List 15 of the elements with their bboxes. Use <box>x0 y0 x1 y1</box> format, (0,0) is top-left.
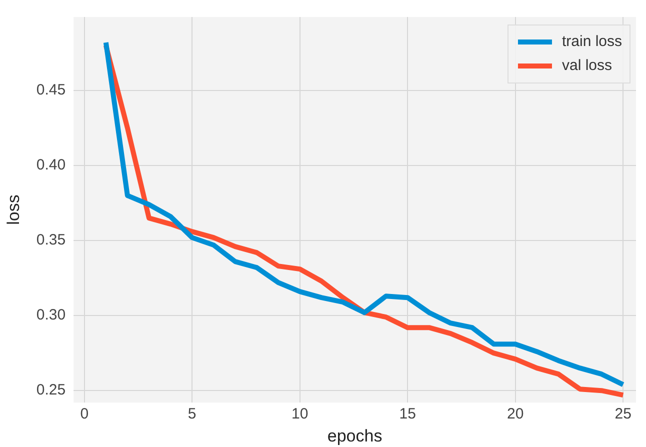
y-tick-label: 0.40 <box>36 156 66 174</box>
x-tick-label: 0 <box>80 406 89 423</box>
y-tick-label: 0.45 <box>36 82 66 99</box>
x-tick-label: 15 <box>399 406 416 423</box>
y-tick-label: 0.25 <box>36 382 66 399</box>
x-tick-label: 20 <box>506 406 524 423</box>
legend-label: train loss <box>562 33 622 50</box>
y-tick-label: 0.35 <box>36 232 66 249</box>
x-axis-title: epochs <box>327 426 382 446</box>
y-tick-label: 0.30 <box>36 306 66 324</box>
x-tick-label: 10 <box>292 406 308 423</box>
x-tick-label: 5 <box>188 406 196 423</box>
y-axis-title: loss <box>4 194 23 225</box>
x-tick-label: 25 <box>614 406 632 423</box>
legend-label: val loss <box>562 57 612 74</box>
